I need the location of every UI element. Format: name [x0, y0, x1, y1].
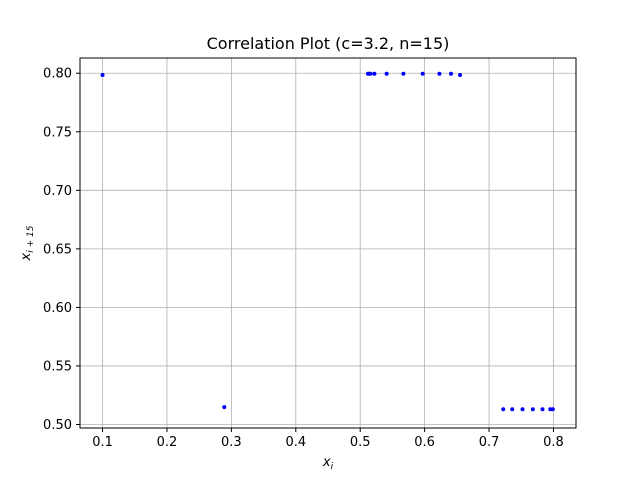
y-tick-label: 0.75 [43, 125, 72, 140]
data-point [458, 72, 463, 77]
data-point [222, 405, 227, 410]
x-axis-label-base: x [322, 455, 331, 470]
data-point [437, 71, 442, 76]
data-points [100, 71, 555, 412]
y-tick-label: 0.50 [43, 418, 72, 433]
plot-frame [79, 57, 577, 429]
x-axis-label-sub: i [331, 462, 334, 472]
y-tick-label: 0.55 [43, 359, 72, 374]
data-point [510, 407, 515, 412]
data-point [368, 71, 373, 76]
data-point [540, 407, 545, 412]
data-point [100, 72, 105, 77]
data-point [420, 71, 425, 76]
data-point [530, 407, 535, 412]
chart-title: Correlation Plot (c=3.2, n=15) [207, 34, 450, 53]
x-tick-label: 0.6 [414, 435, 435, 450]
data-point [520, 407, 525, 412]
y-axis-label-base: x [19, 252, 34, 261]
x-tick-label: 0.2 [157, 435, 178, 450]
y-tick-label: 0.60 [43, 301, 72, 316]
data-point [449, 71, 454, 76]
x-tick-label: 0.7 [479, 435, 500, 450]
x-tick-label: 0.1 [92, 435, 113, 450]
x-axis-label: xi [322, 455, 334, 472]
data-point [384, 71, 389, 76]
x-axis-ticks: 0.1 0.2 0.3 0.4 0.5 0.6 0.7 0.8 [92, 428, 564, 450]
x-tick-label: 0.8 [543, 435, 564, 450]
y-tick-label: 0.65 [43, 242, 72, 257]
data-point [501, 407, 506, 412]
y-axis-ticks: 0.50 0.55 0.60 0.65 0.70 0.75 0.80 [43, 67, 80, 433]
x-tick-label: 0.4 [285, 435, 306, 450]
x-tick-label: 0.3 [221, 435, 242, 450]
y-tick-label: 0.80 [43, 67, 72, 82]
data-point [401, 71, 406, 76]
data-point [372, 71, 377, 76]
x-tick-label: 0.5 [350, 435, 371, 450]
y-axis-label-sub: i + 15 [26, 225, 36, 252]
grid [80, 58, 576, 428]
y-axis-label: xi + 15 [19, 225, 36, 261]
y-tick-label: 0.70 [43, 184, 72, 199]
data-point [550, 407, 555, 412]
